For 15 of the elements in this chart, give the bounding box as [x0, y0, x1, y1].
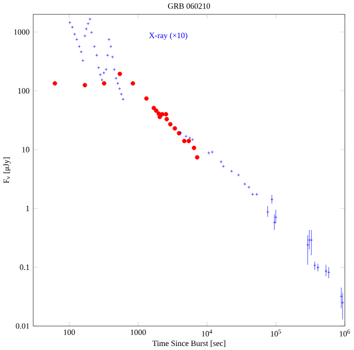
x-tick-label: 100	[64, 329, 75, 335]
y-tick-label: 1000	[14, 29, 30, 35]
x-axis-title: Time Since Burst [sec]	[152, 340, 226, 347]
x-tick-label: 10$^{4}$	[202, 329, 212, 336]
x-tick-label: 1000	[130, 329, 146, 335]
y-tick-label: 0.1	[20, 264, 30, 270]
chart-title: GRB 060210	[168, 3, 210, 9]
y-axis-title: F$_{ν}$ [μJy]	[3, 157, 11, 184]
x-tick-label: 10$^{5}$	[270, 329, 282, 336]
x-tick-label: 10$^{6}$	[340, 329, 350, 336]
text: X-ray (×10)	[149, 32, 188, 40]
y-tick-label: 1	[26, 206, 30, 211]
y-tick-label: 10	[22, 146, 30, 152]
y-tick-label: 100	[18, 88, 30, 94]
y-tick-label: 0.01	[16, 323, 30, 329]
